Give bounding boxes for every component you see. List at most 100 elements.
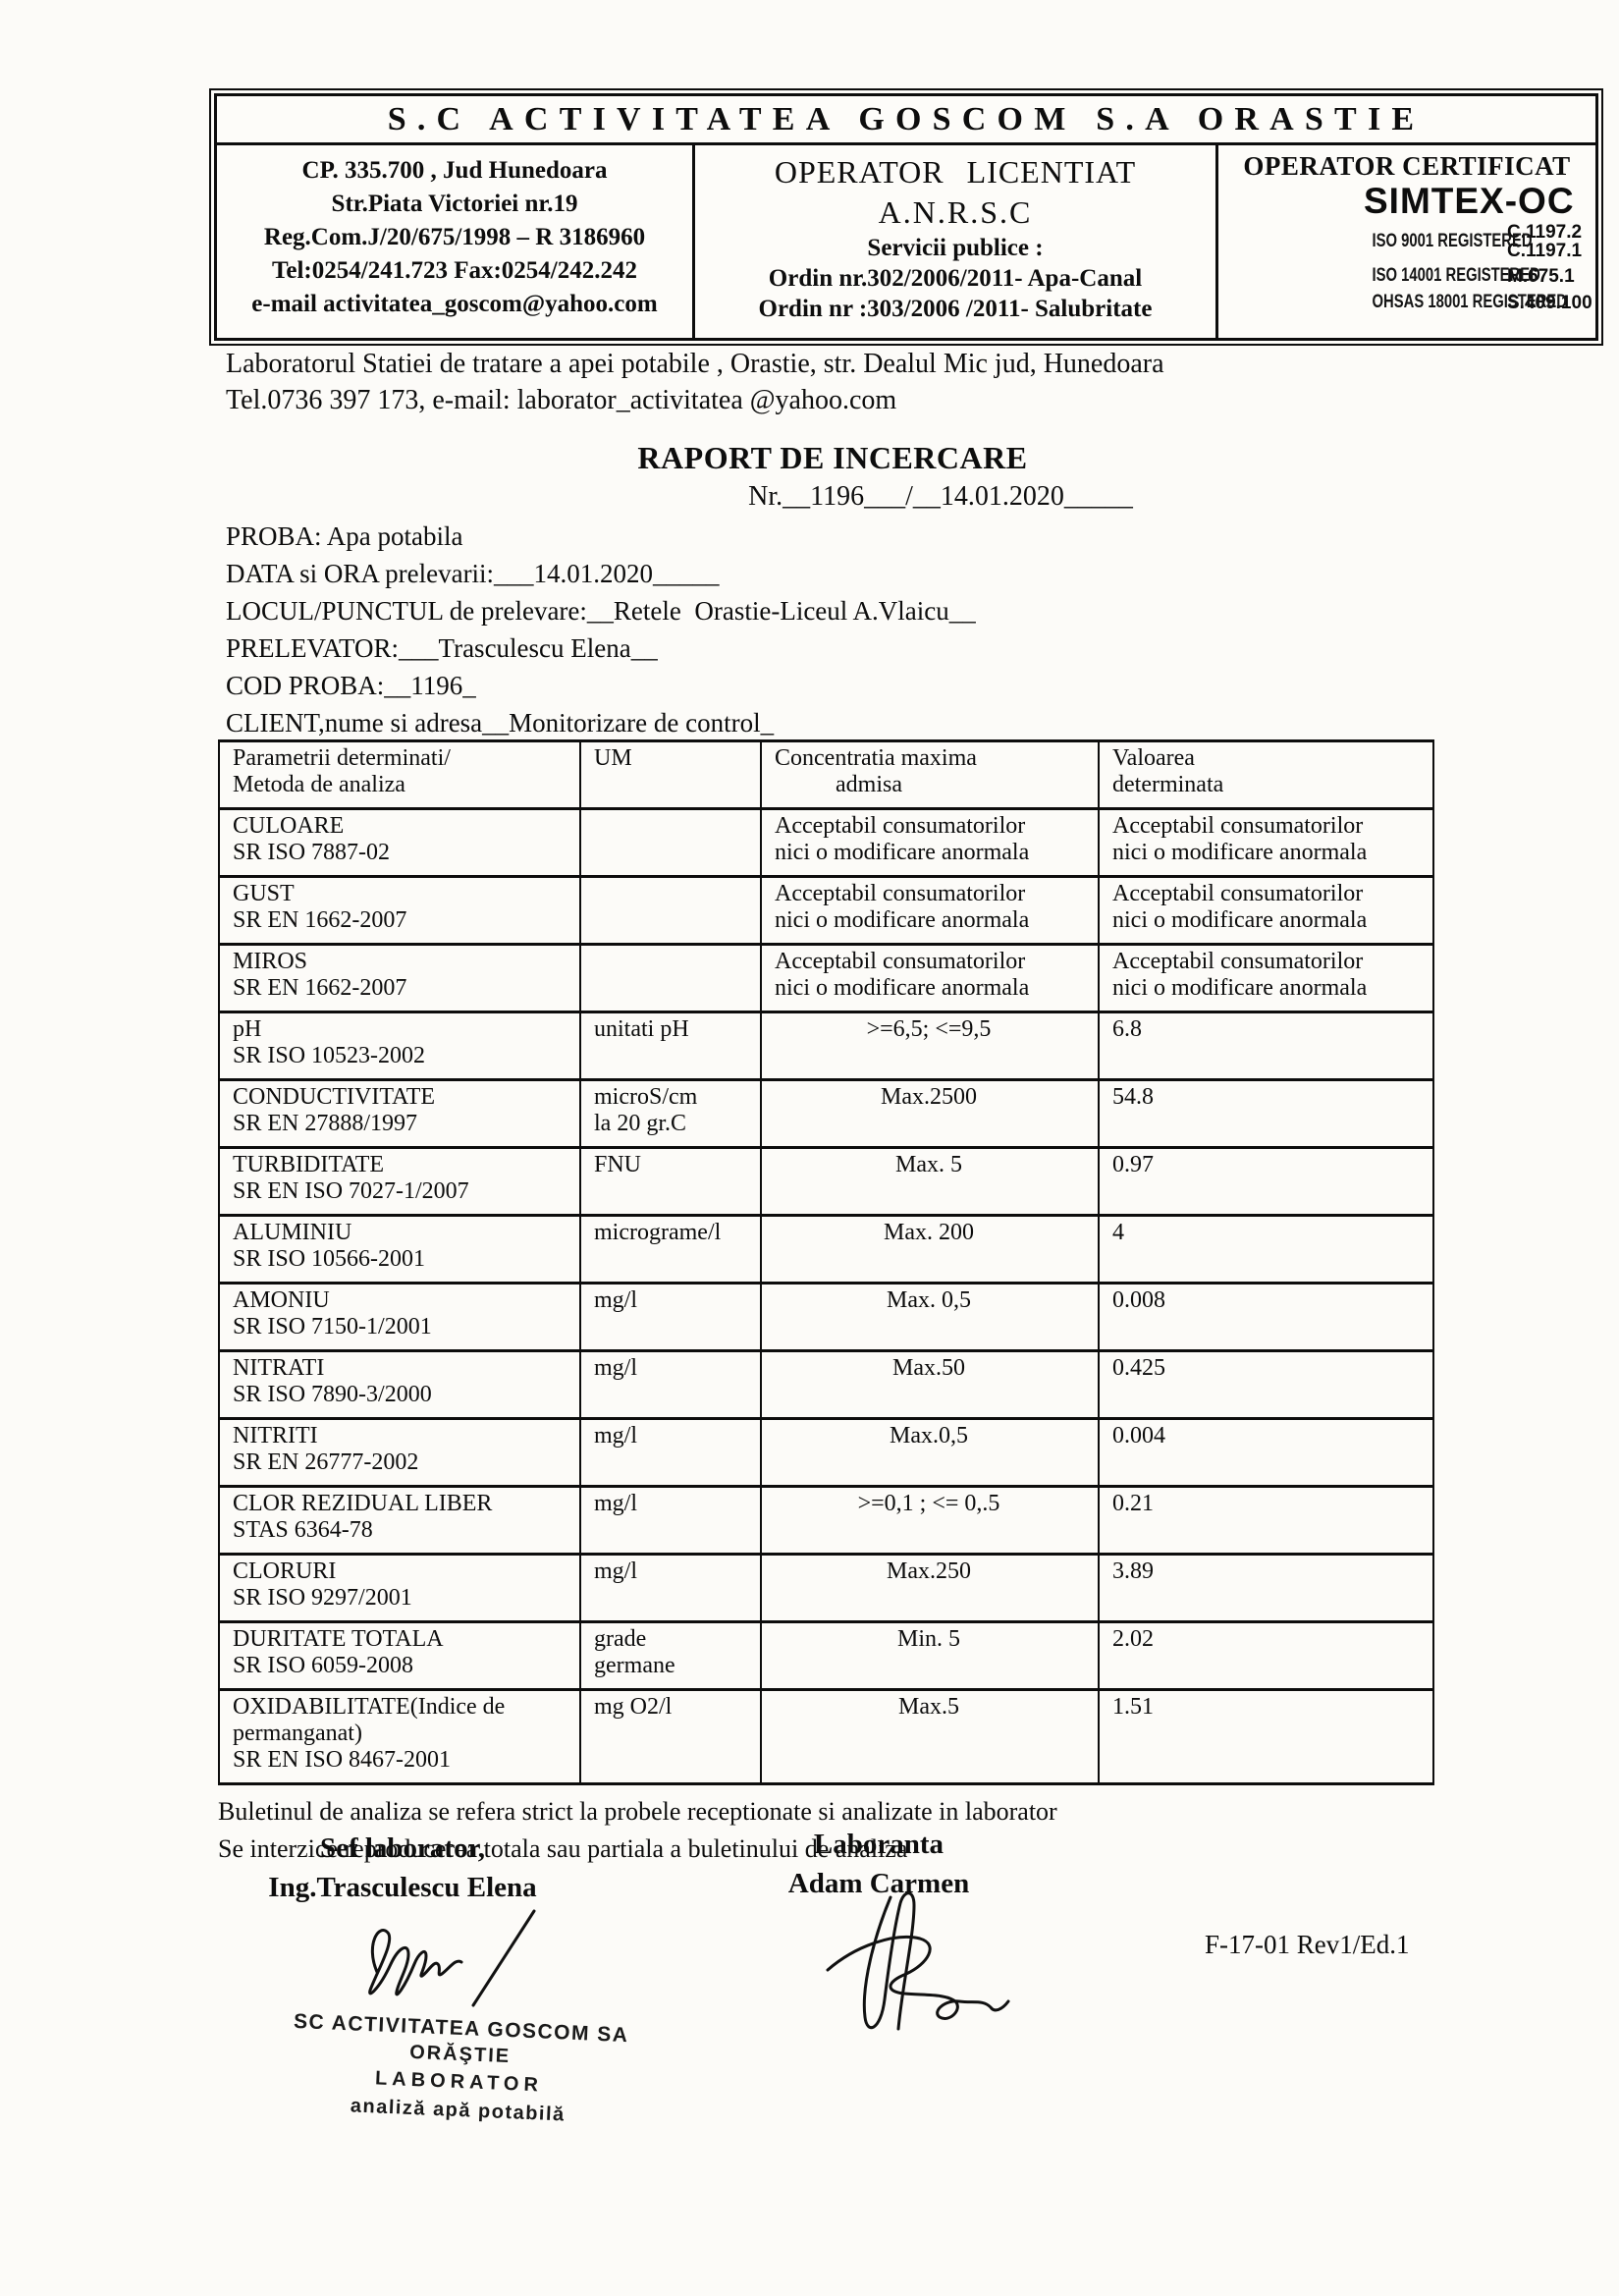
sample-info: PROBA: Apa potabila DATA si ORA prelevari… bbox=[226, 521, 976, 738]
result-row: ALUMINIU SR ISO 10566-2001 micrograme/l Max… bbox=[218, 1214, 1434, 1285]
um-cell: mg O2/l bbox=[579, 1688, 762, 1785]
value-cell: 2.02 bbox=[1098, 1620, 1434, 1691]
cma-cell: Max. 200 bbox=[760, 1214, 1100, 1285]
cert-iso14001: ISO 14001 REGISTERED M.675.1 bbox=[1372, 265, 1575, 287]
signature-block-sef: Sef laborator, Ing.Trasculescu Elena bbox=[245, 1829, 560, 1907]
param-cell: CULOARE SR ISO 7887-02 bbox=[218, 807, 581, 878]
cma-cell: Acceptabil consumatorilor nici o modifica… bbox=[760, 943, 1100, 1013]
report-head: RAPORT DE INCERCARE Nr.__1196___/__14.01… bbox=[214, 440, 1451, 513]
cma-cell: Max.0,5 bbox=[760, 1417, 1100, 1488]
laboranta-name: Adam Carmen bbox=[787, 1868, 970, 1899]
company-name: S.C ACTIVITATEA GOSCOM S.A ORASTIE bbox=[217, 96, 1595, 145]
signature-block-laboranta: Laboranta Adam Carmen bbox=[736, 1825, 1021, 1903]
cma-cell: Acceptabil consumatorilor nici o modifica… bbox=[760, 875, 1100, 946]
param-cell: CLORURI SR ISO 9297/2001 bbox=[218, 1553, 581, 1623]
result-row: AMONIU SR ISO 7150-1/2001 mg/l Max. 0,5 0.00… bbox=[218, 1282, 1434, 1352]
operator-licentiat-block: OPERATOR LICENTIAT A.N.R.S.C Servicii publ… bbox=[692, 145, 1218, 341]
header-concentratia: Concentratia maxima admisa bbox=[760, 739, 1100, 810]
header-parametrii: Parametrii determinati/Metoda de analiza bbox=[218, 739, 581, 810]
analysis-notes: Buletinul de analiza se refera strict la… bbox=[218, 1797, 1057, 1863]
report-title: RAPORT DE INCERCARE bbox=[637, 440, 1028, 475]
cma-cell: Max.50 bbox=[760, 1349, 1100, 1420]
param-cell: TURBIDITATE SR EN ISO 7027-1/2007 bbox=[218, 1146, 581, 1217]
form-code: F-17-01 Rev1/Ed.1 bbox=[1205, 1930, 1410, 1959]
cert-ohsas18001: OHSAS 18001 REGISTERED S.409.100 bbox=[1372, 292, 1592, 313]
company-contact-block: CP. 335.700 , Jud Hunedoara Str.Piata Vic… bbox=[251, 157, 658, 317]
param-cell: NITRATI SR ISO 7890-3/2000 bbox=[218, 1349, 581, 1420]
laboratory-stamp: SC ACTIVITATEA GOSCOM SA ORĂŞTIE LABORATOR… bbox=[293, 2009, 629, 2126]
result-row: NITRITI SR EN 26777-2002 mg/l Max.0,5 0.004 bbox=[218, 1417, 1434, 1488]
um-cell: grade germane bbox=[579, 1620, 762, 1691]
cma-cell: Min. 5 bbox=[760, 1620, 1100, 1691]
value-cell: 0.21 bbox=[1098, 1485, 1434, 1556]
um-cell: mg/l bbox=[579, 1349, 762, 1420]
param-cell: ALUMINIU SR ISO 10566-2001 bbox=[218, 1214, 581, 1285]
value-cell: Acceptabil consumatorilor nici o modifica… bbox=[1098, 807, 1434, 878]
value-cell: 0.004 bbox=[1098, 1417, 1434, 1488]
results-header-row: Parametrii determinati/Metoda de analiza… bbox=[218, 739, 1434, 810]
laboranta-role: Laboranta bbox=[813, 1829, 944, 1860]
value-cell: 4 bbox=[1098, 1214, 1434, 1285]
signature-laboranta-handwriting bbox=[826, 1891, 1010, 2031]
header-um: UM bbox=[579, 739, 762, 810]
um-cell bbox=[579, 943, 762, 1013]
result-row: CULOARE SR ISO 7887-02 Acceptabil consumat… bbox=[218, 807, 1434, 878]
um-cell: FNU bbox=[579, 1146, 762, 1217]
value-cell: 3.89 bbox=[1098, 1553, 1434, 1623]
um-cell: mg/l bbox=[579, 1282, 762, 1352]
um-cell: mg/l bbox=[579, 1417, 762, 1488]
simtex-logo: SIMTEX-OC bbox=[1364, 181, 1575, 221]
cert-registrations: ISO 9001 REGISTERED C.1197.2 C.1197.1 IS… bbox=[1336, 223, 1595, 313]
cma-cell: Max.2500 bbox=[760, 1078, 1100, 1149]
result-row: DURITATE TOTALA SR ISO 6059-2008 grade germ… bbox=[218, 1620, 1434, 1691]
param-cell: AMONIU SR ISO 7150-1/2001 bbox=[218, 1282, 581, 1352]
results-table-body: CULOARE SR ISO 7887-02 Acceptabil consumat… bbox=[218, 807, 1434, 1785]
um-cell: micrograme/l bbox=[579, 1214, 762, 1285]
um-cell: mg/l bbox=[579, 1553, 762, 1623]
result-row: CONDUCTIVITATE SR EN 27888/1997 microS/cm l… bbox=[218, 1078, 1434, 1149]
results-section: Parametrii determinati/Metoda de analiza… bbox=[218, 739, 1435, 1868]
result-row: GUST SR EN 1662-2007 Acceptabil consumator… bbox=[218, 875, 1434, 946]
param-cell: GUST SR EN 1662-2007 bbox=[218, 875, 581, 946]
um-cell bbox=[579, 875, 762, 946]
certificat-title: OPERATOR CERTIFICAT bbox=[1243, 151, 1571, 181]
sef-name: Ing.Trasculescu Elena bbox=[268, 1872, 537, 1903]
param-cell: OXIDABILITATE(Indice de permanganat) SR EN… bbox=[218, 1688, 581, 1785]
cma-cell: Max.5 bbox=[760, 1688, 1100, 1785]
laboratory-address: Laboratorul Statiei de tratare a apei po… bbox=[226, 349, 1164, 415]
value-cell: 54.8 bbox=[1098, 1078, 1434, 1149]
cma-cell: Max. 5 bbox=[760, 1146, 1100, 1217]
value-cell: 0.425 bbox=[1098, 1349, 1434, 1420]
value-cell: Acceptabil consumatorilor nici o modifica… bbox=[1098, 943, 1434, 1013]
sef-role: Sef laborator, bbox=[319, 1832, 486, 1864]
result-row: OXIDABILITATE(Indice de permanganat) SR EN… bbox=[218, 1688, 1434, 1785]
cert-iso9001: ISO 9001 REGISTERED C.1197.2 C.1197.1 bbox=[1372, 222, 1583, 261]
operator-certificat-block: OPERATOR CERTIFICAT SIMTEX-OC ISO 9001 R… bbox=[1218, 145, 1595, 341]
param-cell: NITRITI SR EN 26777-2002 bbox=[218, 1417, 581, 1488]
value-cell: 6.8 bbox=[1098, 1011, 1434, 1081]
result-row: MIROS SR EN 1662-2007 Acceptabil consumato… bbox=[218, 943, 1434, 1013]
param-cell: pH SR ISO 10523-2002 bbox=[218, 1011, 581, 1081]
result-row: NITRATI SR ISO 7890-3/2000 mg/l Max.50 0.425 bbox=[218, 1349, 1434, 1420]
cma-cell: Max. 0,5 bbox=[760, 1282, 1100, 1352]
um-cell: unitati pH bbox=[579, 1011, 762, 1081]
result-row: CLOR REZIDUAL LIBER STAS 6364-78 mg/l >=0,1… bbox=[218, 1485, 1434, 1556]
cma-cell: Acceptabil consumatorilor nici o modifica… bbox=[760, 807, 1100, 878]
um-cell: microS/cm la 20 gr.C bbox=[579, 1078, 762, 1149]
cma-cell: >=0,1 ; <= 0,.5 bbox=[760, 1485, 1100, 1556]
signature-sef-handwriting bbox=[368, 1909, 536, 2007]
result-row: CLORURI SR ISO 9297/2001 mg/l Max.250 3.89 bbox=[218, 1553, 1434, 1623]
result-row: pH SR ISO 10523-2002 unitati pH >=6,5; <=9,… bbox=[218, 1011, 1434, 1081]
param-cell: CLOR REZIDUAL LIBER STAS 6364-78 bbox=[218, 1485, 581, 1556]
report-number: Nr.__1196___/__14.01.2020_____ bbox=[748, 481, 1133, 512]
value-cell: Acceptabil consumatorilor nici o modifica… bbox=[1098, 875, 1434, 946]
result-row: TURBIDITATE SR EN ISO 7027-1/2007 FNU Max. … bbox=[218, 1146, 1434, 1217]
value-cell: 0.008 bbox=[1098, 1282, 1434, 1352]
param-cell: CONDUCTIVITATE SR EN 27888/1997 bbox=[218, 1078, 581, 1149]
um-cell bbox=[579, 807, 762, 878]
header-valoarea: Valoarea determinata bbox=[1098, 739, 1434, 810]
param-cell: DURITATE TOTALA SR ISO 6059-2008 bbox=[218, 1620, 581, 1691]
results-table: Parametrii determinati/Metoda de analiza… bbox=[218, 739, 1434, 1785]
value-cell: 1.51 bbox=[1098, 1688, 1434, 1785]
